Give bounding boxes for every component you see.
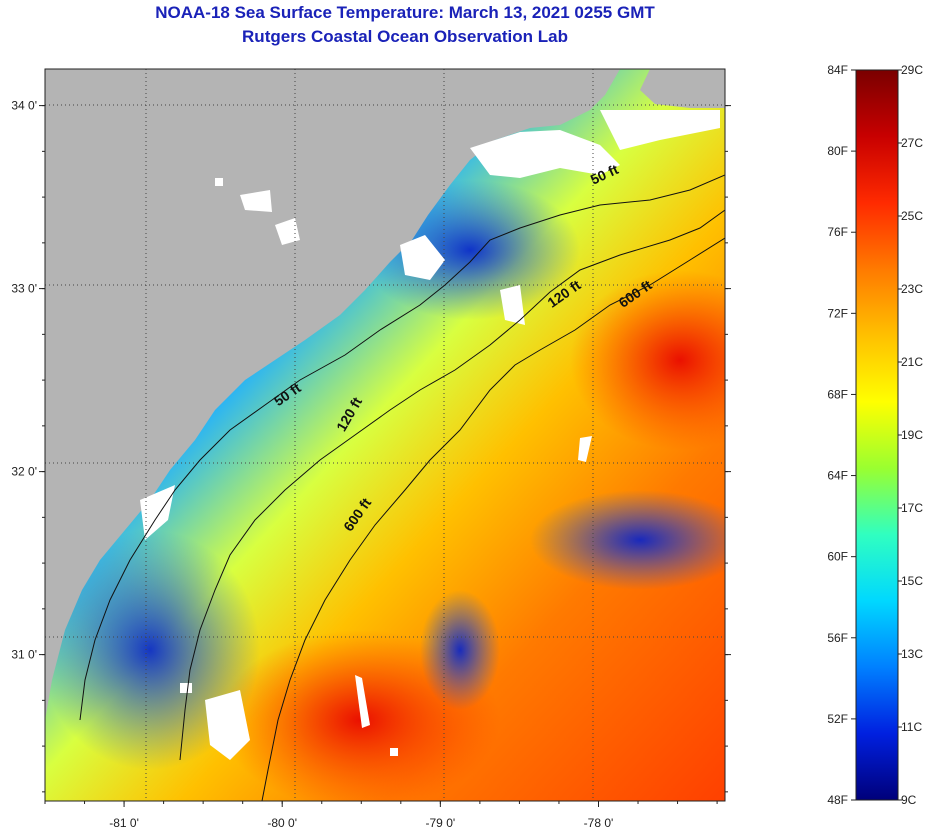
colorbar-c-label: 19C <box>901 428 923 442</box>
colorbar-c-label: 13C <box>901 647 923 661</box>
colorbar-f-label: 56F <box>827 631 848 645</box>
colorbar-c-label: 21C <box>901 355 923 369</box>
contour-600ft <box>261 237 725 801</box>
warm-core <box>570 270 725 450</box>
lon-tick-label: -80 0' <box>267 816 297 830</box>
map-subtitle: Rutgers Coastal Ocean Observation Lab <box>242 27 568 46</box>
lon-tick-label: -81 0' <box>109 816 139 830</box>
lat-tick-label: 31 0' <box>11 648 37 662</box>
colorbar-c-label: 11C <box>901 720 922 734</box>
land-mass <box>45 69 620 720</box>
latitude-axis: 34 0' 33 0' 32 0' 31 0' <box>11 99 731 793</box>
colorbar-f-label: 72F <box>827 306 848 320</box>
graticule <box>45 69 725 801</box>
colorbar-f-label: 76F <box>827 225 848 239</box>
lat-tick-label: 32 0' <box>11 465 37 479</box>
colorbar-f-label: 68F <box>827 387 848 401</box>
longitude-axis: -81 0' -80 0' -79 0' -78 0' <box>44 801 718 830</box>
colorbar-c-label: 29C <box>901 63 923 77</box>
colorbar-f-label: 80F <box>827 144 848 158</box>
colorbar-f-label: 52F <box>827 712 848 726</box>
colorbar-c-label: 9C <box>901 793 917 807</box>
lon-tick-label: -78 0' <box>584 816 614 830</box>
colorbar-f-label: 84F <box>827 63 848 77</box>
colorbar-celsius-labels: 29C 27C 25C 23C 21C 19C 17C 15C 13C 11C 9C <box>898 63 923 807</box>
colorbar-c-label: 25C <box>901 209 923 223</box>
colorbar-ramp <box>855 69 899 801</box>
map-frame <box>44 68 726 802</box>
cool-filament <box>530 490 725 590</box>
contour-120ft <box>179 209 725 761</box>
colorbar-fahrenheit-labels: 84F 80F 76F 72F 68F 64F 60F 56F 52F 48F <box>827 63 856 807</box>
cloud-mask <box>140 110 720 760</box>
colorbar-f-label: 60F <box>827 550 848 564</box>
colorbar-c-label: 23C <box>901 282 923 296</box>
colorbar-c-label: 15C <box>901 574 923 588</box>
bathymetry-contours <box>79 174 725 801</box>
land-ne <box>640 69 725 108</box>
lat-tick-label: 34 0' <box>11 99 37 113</box>
colorbar-c-label: 17C <box>901 501 923 515</box>
lon-tick-label: -79 0' <box>426 816 456 830</box>
colorbar-f-label: 64F <box>827 469 848 483</box>
map-title: NOAA-18 Sea Surface Temperature: March 1… <box>155 3 655 22</box>
colorbar-c-label: 27C <box>901 136 923 150</box>
colorbar-f-label: 48F <box>827 793 848 807</box>
contour-50ft <box>79 174 725 721</box>
cool-eddy <box>420 590 500 710</box>
lat-tick-label: 33 0' <box>11 282 37 296</box>
